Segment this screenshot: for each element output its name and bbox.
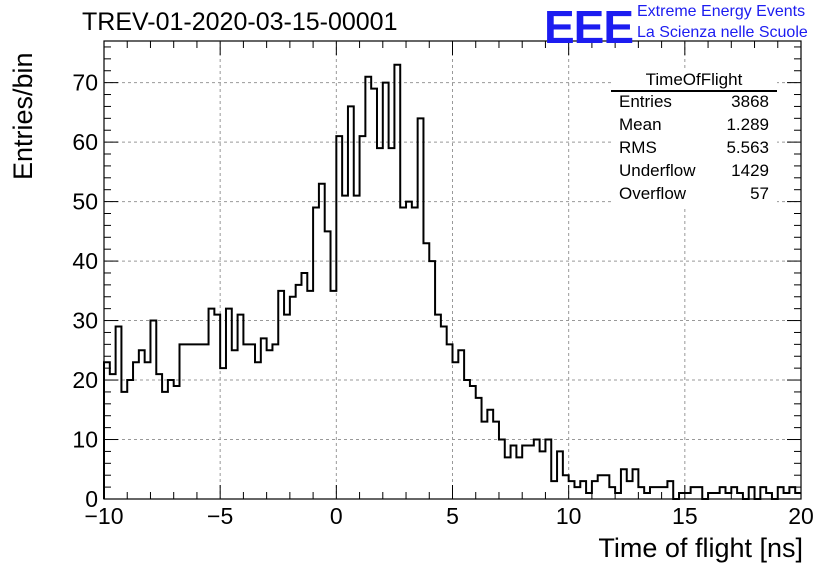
tick-labels: −10 −5 0 5 10 15 20 0 10 20 30 40 50 60 70 bbox=[72, 70, 813, 529]
stat-label: RMS bbox=[619, 138, 657, 157]
stat-label: Underflow bbox=[619, 161, 696, 180]
y-tick-label: 30 bbox=[72, 308, 98, 334]
y-tick-label: 70 bbox=[72, 70, 98, 96]
stats-title: TimeOfFlight bbox=[645, 70, 743, 89]
stat-value: 57 bbox=[750, 184, 769, 203]
x-tick-label: 15 bbox=[672, 503, 698, 529]
logo-text-line2: La Scienza nelle Scuole bbox=[637, 24, 808, 41]
eee-logo: EEE bbox=[544, 1, 634, 53]
stats-box: TimeOfFlight Entries 3868 Mean 1.289 RMS… bbox=[611, 68, 777, 206]
y-axis-title: Entries/bin bbox=[8, 52, 38, 180]
x-tick-label: −10 bbox=[84, 503, 123, 529]
plot-title: TREV-01-2020-03-15-00001 bbox=[82, 8, 398, 36]
x-tick-label: 20 bbox=[788, 503, 814, 529]
stat-label: Entries bbox=[619, 92, 672, 111]
y-tick-label: 40 bbox=[72, 248, 98, 274]
x-tick-label: 10 bbox=[556, 503, 582, 529]
y-tick-label: 20 bbox=[72, 367, 98, 393]
x-tick-label: −5 bbox=[207, 503, 233, 529]
stats-separator bbox=[611, 90, 777, 92]
y-tick-label: 0 bbox=[85, 486, 98, 512]
histogram-line bbox=[103, 63, 801, 500]
y-tick-label: 60 bbox=[72, 129, 98, 155]
stat-value: 1.289 bbox=[726, 115, 769, 134]
stat-label: Overflow bbox=[619, 184, 687, 203]
x-tick-label: 0 bbox=[330, 503, 343, 529]
y-tick-label: 50 bbox=[72, 189, 98, 215]
y-tick-label: 10 bbox=[72, 427, 98, 453]
x-tick-label: 5 bbox=[446, 503, 459, 529]
stat-value: 1429 bbox=[731, 161, 769, 180]
axis-ticks bbox=[103, 41, 802, 500]
stat-value: 3868 bbox=[731, 92, 769, 111]
logo-text-line1: Extreme Energy Events bbox=[637, 3, 806, 20]
stat-value: 5.563 bbox=[726, 138, 769, 157]
x-axis-title: Time of flight [ns] bbox=[598, 533, 803, 563]
stat-label: Mean bbox=[619, 115, 662, 134]
